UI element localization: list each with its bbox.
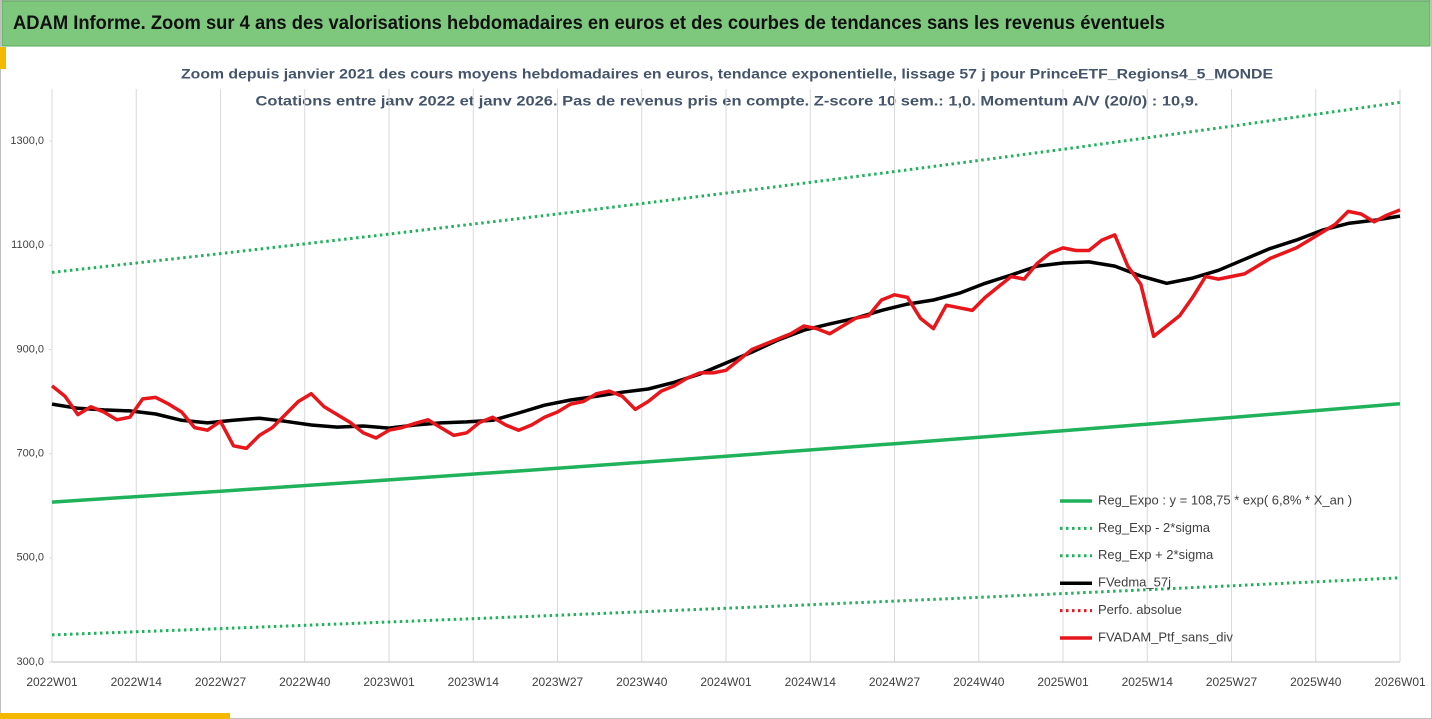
series-line	[51, 214, 1401, 430]
x-tick-label: 2024W14	[785, 675, 837, 689]
y-tick-label: 700,0	[16, 448, 44, 460]
y-tick-label: 300,0	[16, 656, 44, 668]
legend-label: Perfo. absolue	[1098, 602, 1182, 617]
y-tick-label: 500,0	[16, 552, 44, 564]
series-line	[51, 401, 1401, 504]
y-tick-label: 900,0	[16, 343, 44, 355]
series-line	[51, 576, 1401, 637]
x-tick-label: 2022W27	[195, 675, 247, 689]
legend-label: Reg_Expo : y = 108,75 * exp( 6,8% * X_an…	[1098, 492, 1352, 507]
y-tick-label: 1100,0	[11, 239, 44, 251]
x-tick-label: 2025W27	[1206, 675, 1258, 689]
chart-title: Zoom depuis janvier 2021 des cours moyen…	[181, 66, 1273, 82]
x-tick-label: 2024W27	[869, 675, 921, 689]
legend: Reg_Expo : y = 108,75 * exp( 6,8% * X_an…	[1060, 492, 1352, 644]
x-tick-label: 2022W01	[26, 675, 78, 689]
x-tick-label: 2022W14	[111, 675, 163, 689]
x-tick-label: 2023W27	[532, 675, 584, 689]
accent	[0, 713, 230, 719]
x-tick-label: 2025W01	[1037, 675, 1089, 689]
legend-label: Reg_Exp + 2*sigma	[1098, 547, 1214, 562]
accent	[0, 47, 6, 69]
legend-label: Reg_Exp - 2*sigma	[1098, 520, 1211, 535]
header-title: ADAM Informe. Zoom sur 4 ans des valoris…	[13, 13, 1165, 34]
x-tick-label: 2022W40	[279, 675, 331, 689]
chart-subtitle: Cotations entre janv 2022 et janv 2026. …	[256, 93, 1199, 109]
x-tick-label: 2024W40	[953, 675, 1005, 689]
series-line	[50, 208, 1401, 451]
legend-label: FVedma_57j	[1098, 575, 1171, 590]
y-tick-label: 1300,0	[10, 135, 44, 147]
x-tick-label: 2023W01	[363, 675, 415, 689]
plot-area: 2022W01 2022W14 2022W27 2022W40 2023W01 2023W…	[10, 89, 1426, 689]
x-tick-label: 2026W01	[1374, 675, 1426, 689]
x-tick-label: 2025W40	[1290, 675, 1342, 689]
x-tick-label: 2023W40	[616, 675, 668, 689]
series-line	[51, 100, 1401, 274]
x-tick-label: 2025W14	[1122, 675, 1174, 689]
legend-label: FVADAM_Ptf_sans_div	[1098, 629, 1233, 644]
x-tick-label: 2024W01	[700, 675, 752, 689]
header-bar	[1, 0, 1431, 47]
x-tick-label: 2023W14	[448, 675, 500, 689]
